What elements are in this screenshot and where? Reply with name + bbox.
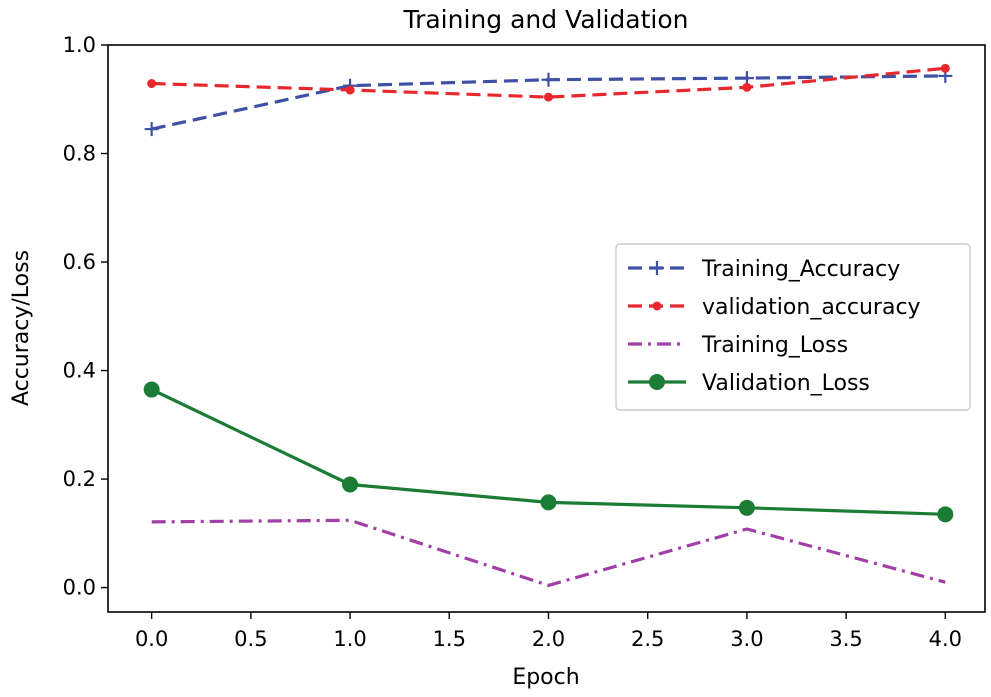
legend-label: validation_accuracy (702, 295, 921, 320)
legend-marker-validation-accuracy (652, 301, 662, 311)
plot-frame (107, 44, 986, 613)
legend-label: Validation_Loss (702, 371, 870, 396)
x-tick-label: 2.5 (631, 627, 664, 651)
data-point-training-accuracy (144, 122, 159, 137)
y-axis: 0.0 0.2 0.4 0.6 0.8 1.0 (63, 33, 108, 600)
chart-title: Training and Validation (402, 5, 688, 34)
x-tick-label: 3.0 (730, 627, 763, 651)
plot-area (143, 63, 954, 588)
data-point-validation-loss (738, 499, 755, 516)
x-tick-label: 0.0 (135, 627, 168, 651)
data-point-training-accuracy (541, 72, 556, 87)
y-tick-label: 1.0 (63, 33, 96, 57)
x-tick-label: 3.5 (829, 627, 862, 651)
legend-marker-validation-loss (649, 374, 665, 390)
x-tick-label: 1.5 (433, 627, 466, 651)
x-axis-label: Epoch (512, 665, 579, 690)
data-point-validation-accuracy (345, 85, 355, 95)
data-point-validation-accuracy (742, 82, 752, 92)
y-tick-label: 0.4 (63, 359, 96, 383)
x-tick-label: 2.0 (532, 627, 565, 651)
legend: Training_Accuracy validation_accuracy Trai… (615, 243, 971, 411)
series-line-training-loss (151, 518, 946, 588)
data-point-validation-accuracy (940, 63, 950, 73)
legend-label: Training_Loss (701, 333, 848, 358)
data-point-validation-loss (540, 494, 557, 511)
series-line-validation-accuracy (151, 66, 946, 99)
x-axis: 0.0 0.5 1.0 1.5 2.0 2.5 3.0 3.5 4.0 (135, 612, 962, 651)
data-point-validation-loss (342, 476, 359, 493)
legend-box (615, 243, 971, 411)
x-tick-label: 1.0 (333, 627, 366, 651)
y-axis-label: Accuracy/Loss (9, 250, 34, 406)
legend-marker-training-accuracy (650, 261, 664, 275)
x-tick-label: 4.0 (929, 627, 962, 651)
legend-label: Training_Accuracy (701, 257, 900, 282)
data-point-training-accuracy (739, 71, 754, 86)
y-tick-label: 0.0 (63, 576, 96, 600)
x-tick-label: 0.5 (234, 627, 267, 651)
y-tick-label: 0.6 (63, 250, 96, 274)
data-point-validation-loss (143, 381, 160, 398)
y-tick-label: 0.8 (63, 142, 96, 166)
data-point-validation-loss (937, 506, 954, 523)
y-tick-label: 0.2 (63, 467, 96, 491)
data-point-validation-accuracy (147, 79, 157, 89)
data-point-validation-accuracy (543, 92, 553, 102)
